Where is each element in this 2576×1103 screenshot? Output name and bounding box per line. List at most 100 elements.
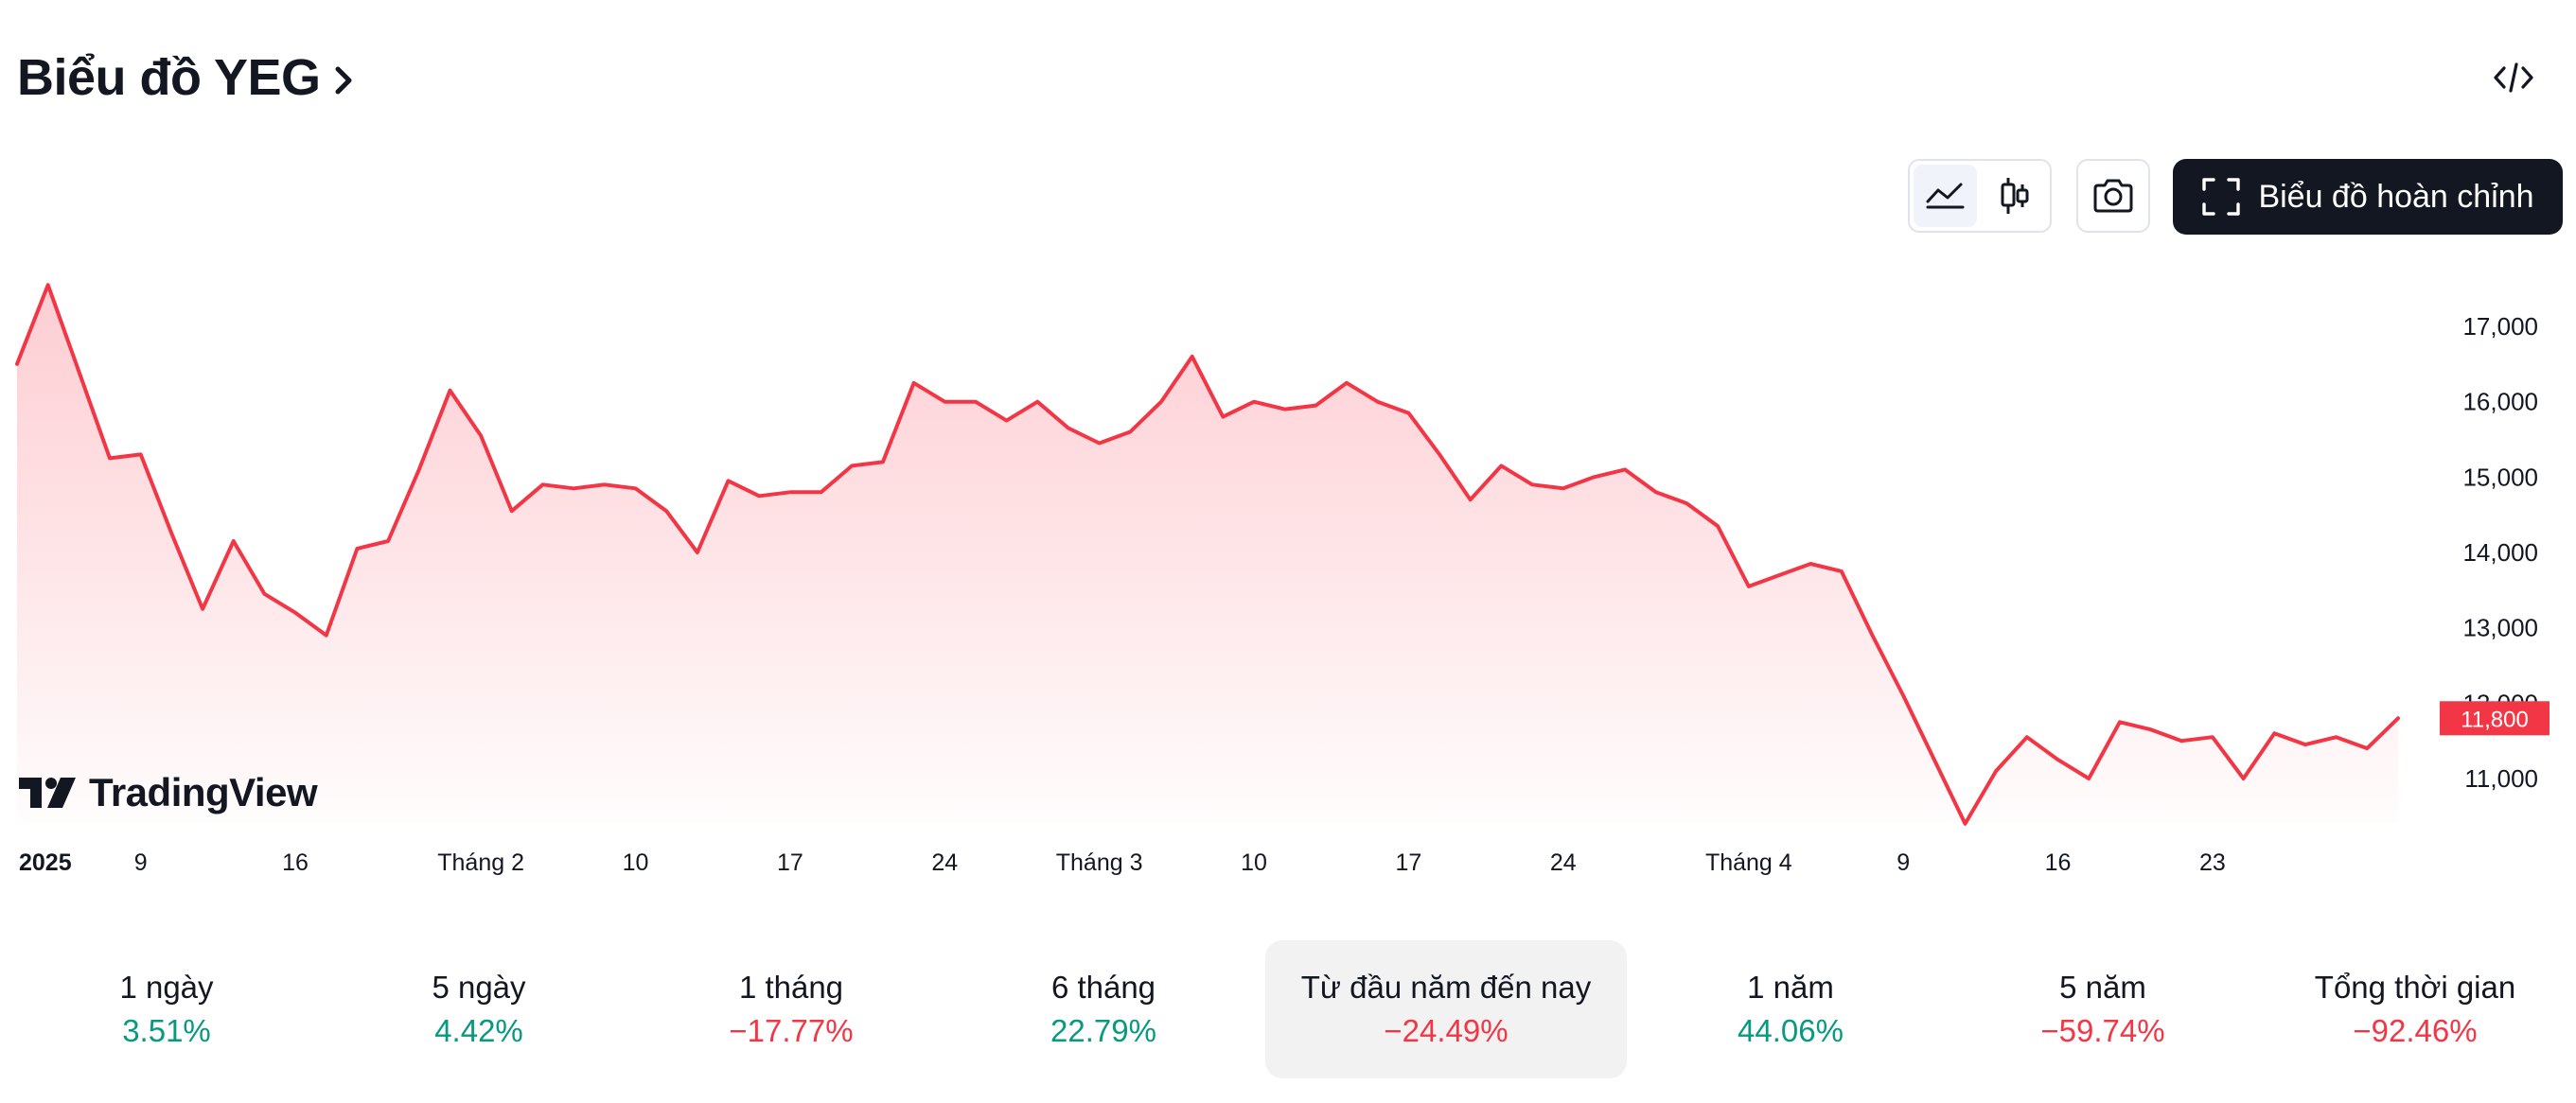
x-tick-label: 9	[1897, 849, 1910, 876]
period-button[interactable]: 5 ngày 4.42%	[337, 940, 621, 1078]
x-tick-label: 24	[931, 849, 958, 876]
page-title: Biểu đồ YEG	[17, 49, 321, 106]
price-point	[911, 380, 917, 386]
candlestick-icon	[2001, 178, 2028, 214]
price-chart[interactable]: 17,00016,00015,00014,00013,00012,00011,0…	[0, 0, 2576, 908]
x-tick-label: 24	[1550, 849, 1577, 876]
period-button[interactable]: Tổng thời gian −92.46%	[2273, 940, 2557, 1078]
price-point	[76, 369, 81, 375]
x-tick-label: 16	[282, 849, 309, 876]
price-point	[849, 463, 855, 468]
y-axis: 17,00016,00015,00014,00013,00012,00011,0…	[2462, 312, 2538, 793]
period-change-value: −59.74%	[2040, 1013, 2165, 1048]
price-point	[1715, 523, 1720, 529]
price-point	[1437, 451, 1442, 457]
price-point	[2086, 776, 2091, 781]
price-point	[2241, 776, 2247, 781]
price-point	[1932, 757, 1937, 762]
price-point	[2148, 727, 2154, 732]
period-button[interactable]: 5 năm −59.74%	[1961, 940, 2245, 1078]
price-point	[1777, 572, 1783, 578]
price-point	[1685, 500, 1690, 506]
period-change-value: 22.79%	[1050, 1013, 1156, 1048]
price-point	[1004, 418, 1010, 424]
price-point	[1468, 497, 1473, 502]
area-style-button[interactable]	[1914, 165, 1977, 227]
price-point	[2303, 742, 2308, 747]
price-point	[200, 606, 205, 612]
price-point	[540, 481, 546, 487]
price-point	[571, 485, 576, 491]
price-point	[2210, 734, 2215, 740]
price-point	[138, 451, 144, 457]
price-line	[15, 283, 2400, 826]
period-change-value: 44.06%	[1738, 1013, 1844, 1048]
price-point	[973, 399, 979, 405]
price-point	[1127, 429, 1133, 435]
period-change-value: 3.51%	[122, 1013, 211, 1048]
camera-icon	[2093, 179, 2133, 213]
price-point	[1375, 399, 1381, 405]
last-price-badge	[2440, 701, 2550, 736]
price-point	[1622, 466, 1628, 472]
y-tick-label: 14,000	[2462, 538, 2538, 567]
period-change-value: −24.49%	[1384, 1013, 1509, 1048]
price-point	[2056, 757, 2061, 762]
period-button[interactable]: Từ đầu năm đến nay −24.49%	[1265, 940, 1627, 1078]
price-point	[1158, 399, 1164, 405]
period-button[interactable]: 1 năm 44.06%	[1649, 940, 1932, 1078]
price-point	[448, 388, 453, 394]
period-change-value: −92.46%	[2353, 1013, 2478, 1048]
price-area-fill	[17, 285, 2398, 824]
price-point	[1993, 768, 1999, 774]
price-point	[2364, 745, 2370, 751]
price-point	[1529, 481, 1535, 487]
period-change-value: −17.77%	[729, 1013, 854, 1048]
price-point	[1653, 489, 1659, 495]
price-point	[1066, 426, 1071, 431]
fullscreen-icon	[2202, 178, 2241, 216]
price-point	[292, 610, 298, 616]
price-point	[168, 531, 174, 536]
chart-style-toggle	[1908, 159, 2052, 233]
screenshot-button[interactable]	[2076, 159, 2150, 233]
price-point	[663, 508, 669, 514]
tradingview-logo[interactable]: TradingView	[19, 770, 318, 815]
period-label: Từ đầu năm đến nay	[1300, 970, 1592, 1005]
price-point	[602, 481, 608, 487]
price-point	[1220, 414, 1226, 420]
price-point	[1405, 411, 1411, 416]
x-axis: 2025 9 16 Tháng 2 10 17 24 Tháng 3 10 17 24 Tháng 4…	[19, 849, 2226, 876]
x-tick-label: Tháng 4	[1705, 849, 1792, 876]
y-tick-label: 13,000	[2462, 614, 2538, 642]
price-point	[14, 361, 20, 367]
price-point	[1313, 403, 1318, 409]
price-point	[819, 489, 824, 495]
period-button[interactable]: 6 tháng 22.79%	[962, 940, 1245, 1078]
price-point	[261, 591, 267, 597]
candle-style-button[interactable]	[1983, 165, 2046, 227]
x-tick-label: 17	[777, 849, 803, 876]
price-point	[1839, 569, 1844, 574]
period-button[interactable]: 1 ngày 3.51%	[25, 940, 309, 1078]
full-chart-label: Biểu đồ hoàn chỉnh	[2258, 178, 2534, 215]
x-tick-label: Tháng 3	[1056, 849, 1143, 876]
price-point	[1963, 821, 1968, 827]
embed-code-button[interactable]	[2485, 49, 2542, 106]
full-chart-button[interactable]: Biểu đồ hoàn chỉnh	[2173, 159, 2563, 235]
price-point	[1746, 584, 1752, 589]
price-point	[2271, 730, 2277, 736]
period-selector: 1 ngày 3.51% 5 ngày 4.42% 1 tháng −17.77% 6 th…	[0, 940, 2576, 1078]
period-label: 1 năm	[1747, 970, 1834, 1005]
period-button[interactable]: 1 tháng −17.77%	[649, 940, 933, 1078]
area-chart-icon	[1926, 183, 1964, 209]
tradingview-logo-text: TradingView	[89, 770, 318, 814]
price-point	[787, 489, 793, 495]
price-point	[1561, 485, 1566, 491]
chart-title-link[interactable]: Biểu đồ YEG	[17, 42, 359, 114]
chevron-right-icon	[335, 66, 352, 95]
price-point	[1591, 474, 1597, 480]
price-point	[2179, 738, 2184, 744]
tradingview-mark-icon	[19, 778, 76, 808]
